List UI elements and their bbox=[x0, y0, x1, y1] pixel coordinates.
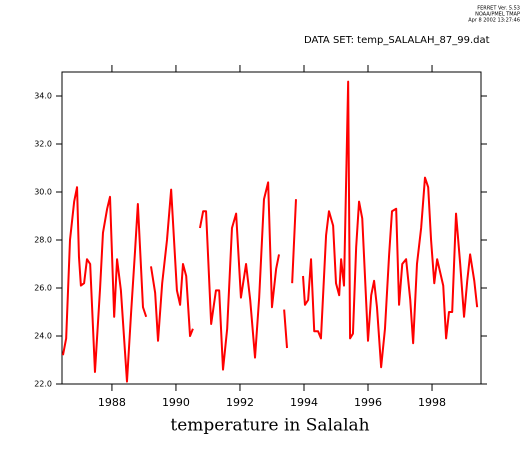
y-tick-label: 28.0 bbox=[34, 236, 52, 245]
x-tick-label: 1998 bbox=[418, 396, 446, 409]
y-tick-label: 34.0 bbox=[34, 92, 52, 101]
x-axis-label: temperature in Salalah bbox=[170, 416, 369, 436]
header-line: NOAA/PMEL TMAP bbox=[475, 12, 520, 18]
plot-frame bbox=[61, 71, 482, 385]
x-tick-label: 1994 bbox=[290, 396, 318, 409]
x-tick-label: 1990 bbox=[162, 396, 190, 409]
y-tick-label: 32.0 bbox=[34, 140, 52, 149]
y-tick-label: 24.0 bbox=[34, 332, 52, 341]
header-line: FERRET Ver. 5.53 bbox=[477, 6, 520, 12]
header-line: Apr 8 2002 13:27:46 bbox=[468, 18, 520, 24]
data-line bbox=[61, 80, 479, 383]
y-tick-label: 26.0 bbox=[34, 284, 52, 293]
x-tick-label: 1988 bbox=[98, 396, 126, 409]
y-tick-label: 30.0 bbox=[34, 188, 52, 197]
x-tick-label: 1992 bbox=[226, 396, 254, 409]
x-tick-label: 1996 bbox=[354, 396, 382, 409]
y-tick-label: 22.0 bbox=[34, 380, 52, 389]
dataset-label: DATA SET: temp_SALALAH_87_99.dat bbox=[304, 35, 490, 46]
